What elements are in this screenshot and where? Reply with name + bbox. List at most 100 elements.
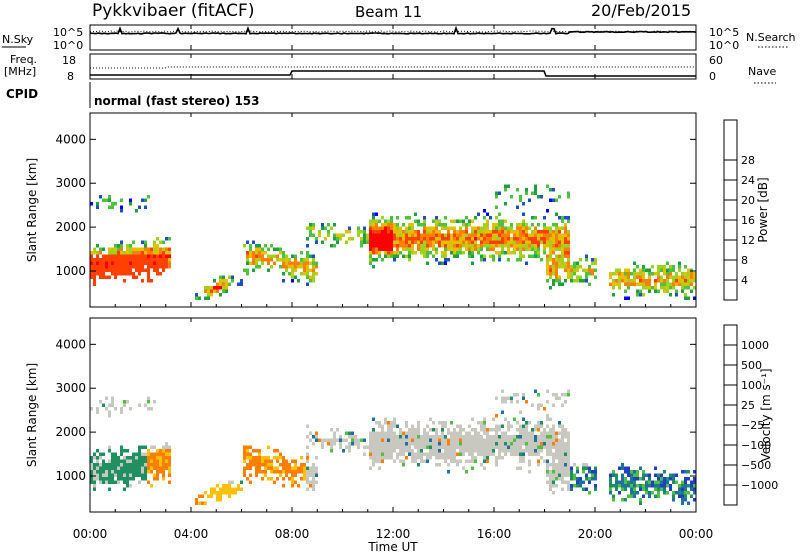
heatmap-cell: [564, 480, 567, 484]
heatmap-cell: [168, 473, 171, 477]
heatmap-cell: [510, 438, 513, 442]
heatmap-cell: [666, 480, 669, 484]
heatmap-cell: [642, 286, 645, 290]
heatmap-cell: [657, 275, 660, 279]
heatmap-cell: [537, 463, 540, 467]
heatmap-cell: [459, 233, 462, 237]
heatmap-cell: [135, 251, 138, 255]
heatmap-cell: [453, 251, 456, 255]
heatmap-cell: [549, 265, 552, 269]
heatmap-cell: [525, 261, 528, 265]
heatmap-cell: [654, 289, 657, 293]
heatmap-cell: [534, 244, 537, 248]
heatmap-cell: [498, 191, 501, 195]
heatmap-cell: [684, 491, 687, 495]
heatmap-cell: [426, 431, 429, 435]
heatmap-cell: [120, 251, 123, 255]
heatmap-cell: [534, 449, 537, 453]
heatmap-cell: [546, 230, 549, 234]
heatmap-cell: [423, 438, 426, 442]
x-tick-label: 20:00: [578, 527, 613, 541]
heatmap-cell: [312, 268, 315, 272]
nave-tick-bottom: 0: [709, 70, 716, 83]
heatmap-cell: [507, 233, 510, 237]
heatmap-cell: [531, 240, 534, 244]
heatmap-cell: [549, 435, 552, 439]
heatmap-cell: [468, 452, 471, 456]
heatmap-cell: [486, 445, 489, 449]
heatmap-cell: [309, 438, 312, 442]
heatmap-cell: [129, 466, 132, 470]
heatmap-cell: [660, 477, 663, 481]
heatmap-cell: [672, 494, 675, 498]
heatmap-cell: [525, 424, 528, 428]
heatmap-cell: [108, 449, 111, 453]
y-tick-label: 2000: [55, 425, 86, 439]
heatmap-cell: [228, 282, 231, 286]
heatmap-cell: [132, 275, 135, 279]
heatmap-cell: [525, 191, 528, 195]
heatmap-cell: [282, 279, 285, 283]
heatmap-cell: [501, 410, 504, 414]
heatmap-cell: [369, 240, 372, 244]
heatmap-cell: [372, 445, 375, 449]
heatmap-cell: [564, 233, 567, 237]
heatmap-cell: [624, 282, 627, 286]
heatmap-cell: [678, 282, 681, 286]
heatmap-cell: [528, 435, 531, 439]
heatmap-cell: [576, 477, 579, 481]
heatmap-cell: [558, 275, 561, 279]
heatmap-cell: [396, 237, 399, 241]
heatmap-cell: [348, 442, 351, 446]
heatmap-cell: [492, 428, 495, 432]
heatmap-cell: [513, 417, 516, 421]
heatmap-cell: [498, 244, 501, 248]
heatmap-cell: [111, 258, 114, 262]
heatmap-cell: [537, 449, 540, 453]
heatmap-cell: [165, 258, 168, 262]
heatmap-cell: [438, 223, 441, 227]
heatmap-cell: [372, 438, 375, 442]
heatmap-cell: [519, 230, 522, 234]
heatmap-cell: [372, 251, 375, 255]
heatmap-cell: [678, 491, 681, 495]
heatmap-cell: [621, 484, 624, 488]
heatmap-cell: [669, 272, 672, 276]
heatmap-cell: [372, 247, 375, 251]
heatmap-cell: [558, 463, 561, 467]
heatmap-cell: [447, 452, 450, 456]
heatmap-cell: [246, 445, 249, 449]
heatmap-cell: [282, 251, 285, 255]
heatmap-cell: [528, 421, 531, 425]
heatmap-cell: [558, 247, 561, 251]
heatmap-cell: [141, 456, 144, 460]
heatmap-cell: [555, 275, 558, 279]
heatmap-cell: [369, 466, 372, 470]
heatmap-cell: [414, 431, 417, 435]
heatmap-cell: [156, 251, 159, 255]
heatmap-cell: [153, 456, 156, 460]
heatmap-cell: [147, 272, 150, 276]
heatmap-cell: [405, 240, 408, 244]
heatmap-cell: [567, 247, 570, 251]
heatmap-cell: [426, 237, 429, 241]
heatmap-cell: [522, 431, 525, 435]
heatmap-cell: [459, 237, 462, 241]
heatmap-cell: [426, 445, 429, 449]
heatmap-cell: [360, 438, 363, 442]
heatmap-cell: [345, 230, 348, 234]
heatmap-cell: [216, 289, 219, 293]
heatmap-cell: [249, 251, 252, 255]
heatmap-cell: [477, 230, 480, 234]
heatmap-cell: [663, 491, 666, 495]
heatmap-cell: [129, 258, 132, 262]
colorbar-tick-label: 12: [741, 234, 755, 247]
heatmap-cell: [276, 477, 279, 481]
heatmap-cell: [498, 438, 501, 442]
heatmap-cell: [312, 487, 315, 491]
heatmap-cell: [462, 438, 465, 442]
heatmap-cell: [423, 244, 426, 248]
heatmap-cell: [393, 237, 396, 241]
heatmap-cell: [465, 442, 468, 446]
